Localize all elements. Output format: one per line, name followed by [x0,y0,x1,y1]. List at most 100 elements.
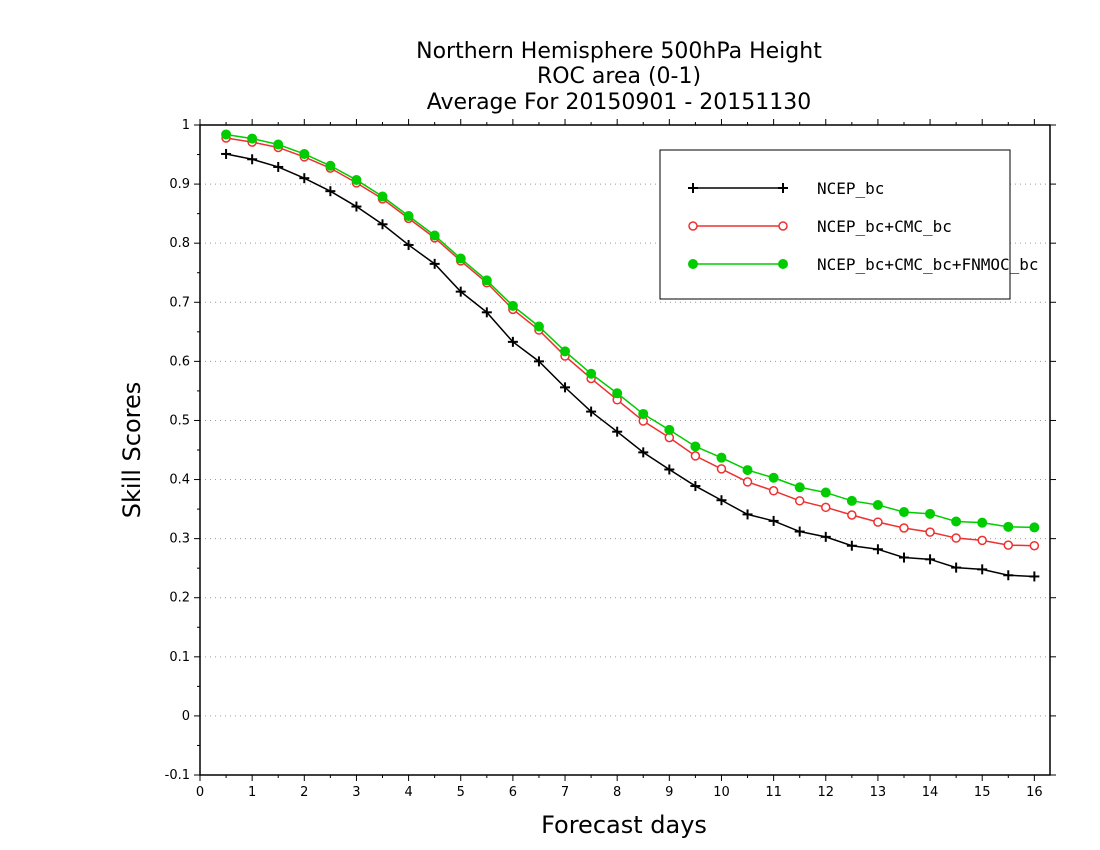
legend-marker-end-2 [778,259,788,269]
series-1-point-21 [768,486,779,496]
y-tick-label-8: 0.7 [169,295,190,310]
x-tick-label-2: 2 [300,785,308,800]
series-2 [221,129,1040,533]
chart-title-line-1: Northern Hemisphere 500hPa Height [416,39,822,64]
legend-marker-start-2 [688,259,698,269]
series-0-point-28 [951,562,962,573]
x-tick-label-5: 5 [457,785,465,800]
series-0-point-2 [273,161,284,172]
y-tick-label-7: 0.6 [169,354,190,369]
x-tick-label-8: 8 [613,785,621,800]
series-2-point-23 [820,487,831,498]
series-1-point-23 [821,502,831,513]
series-0-point-15 [612,426,623,437]
series-0-point-11 [507,336,518,347]
series-1-point-20 [742,477,753,487]
series-0-point-14 [586,406,597,417]
x-tick-label-12: 12 [817,785,834,800]
series-1-point-29 [977,535,987,546]
series-0-point-25 [872,544,883,555]
series-0 [221,148,1040,582]
series-2-point-24 [846,495,857,506]
legend-box [659,149,1011,300]
x-tick-label-10: 10 [713,785,730,800]
series-0-point-31 [1029,571,1040,582]
series-0-point-7 [403,239,414,250]
series-1-point-25 [873,517,883,527]
x-tick-label-4: 4 [404,785,412,800]
series-2-point-31 [1029,522,1040,533]
series-0-point-21 [768,515,779,526]
series-0-point-17 [664,464,675,475]
series-0-point-0 [221,148,232,159]
series-0-point-4 [325,186,336,197]
series-2-point-25 [872,499,883,510]
x-tick-label-7: 7 [561,785,569,800]
y-tick-label-2: 0.1 [169,650,190,665]
series-2-point-13 [560,346,571,357]
series-2-point-29 [977,517,988,528]
series-0-point-26 [898,552,909,563]
series-0-point-6 [377,219,388,230]
x-tick-label-3: 3 [352,785,360,800]
series-1-point-19 [716,464,727,474]
y-tick-label-3: 0.2 [169,591,190,606]
series-2-point-12 [533,321,544,332]
chart-title-line-3: Average For 20150901 - 20151130 [427,90,812,115]
series-0-point-18 [690,481,701,492]
x-tick-label-11: 11 [765,785,782,800]
series-line-0 [225,153,1035,578]
series-0-point-30 [1003,570,1014,581]
series-0-point-10 [481,307,492,318]
x-tick-label-16: 16 [1026,785,1043,800]
y-tick-label-4: 0.3 [169,532,190,547]
legend-marker-end-0 [778,183,788,193]
y-tick-label-11: 1 [182,118,190,133]
series-0-point-3 [299,173,310,184]
series-0-point-20 [742,509,753,520]
series-layer [221,129,1040,582]
series-1-point-22 [794,496,805,506]
series-0-point-29 [977,564,988,575]
series-1-point-27 [925,527,935,537]
series-2-point-17 [664,424,675,435]
series-2-point-19 [716,452,727,463]
series-1-point-28 [951,533,961,543]
series-0-point-5 [351,201,362,212]
x-tick-label-0: 0 [196,785,204,800]
series-2-point-26 [898,507,909,518]
y-tick-label-10: 0.9 [169,177,190,192]
x-tick-label-14: 14 [922,785,939,800]
series-0-point-23 [820,531,831,542]
series-2-point-10 [481,275,492,286]
series-2-point-1 [247,133,258,144]
gridlines [200,183,1050,717]
series-2-point-28 [951,516,962,527]
series-0-point-8 [429,258,440,269]
x-tick-label-13: 13 [870,785,887,800]
series-0-point-27 [925,554,936,565]
legend-marker-start-1 [688,221,698,231]
series-2-point-21 [768,472,779,483]
series-2-point-9 [455,253,466,264]
legend: NCEP_bc NCEP_bc+CMC_bc NCEP_bc+CMC_bc+FNMO… [659,149,1039,300]
series-2-point-18 [690,441,701,452]
series-0-point-9 [455,286,466,297]
series-1-point-30 [1003,540,1014,550]
y-tick-label-5: 0.4 [169,473,190,488]
series-2-point-15 [612,388,623,399]
series-1-point-26 [899,523,909,533]
legend-label-2: NCEP_bc+CMC_bc+FNMOC_bc [817,255,1039,274]
y-tick-label-0: -0.1 [165,768,190,783]
series-2-point-3 [299,148,310,159]
series-0-point-1 [247,154,258,165]
legend-marker-end-1 [778,221,788,231]
series-0-point-12 [533,356,544,367]
x-tick-label-1: 1 [248,785,256,800]
series-2-point-30 [1003,521,1014,532]
axes: -0.100.10.20.30.40.50.60.70.80.910 1 2 3 4 5 6… [165,118,1056,800]
series-2-point-16 [638,408,649,419]
series-0-point-24 [846,540,857,551]
y-tick-label-6: 0.5 [169,413,190,428]
